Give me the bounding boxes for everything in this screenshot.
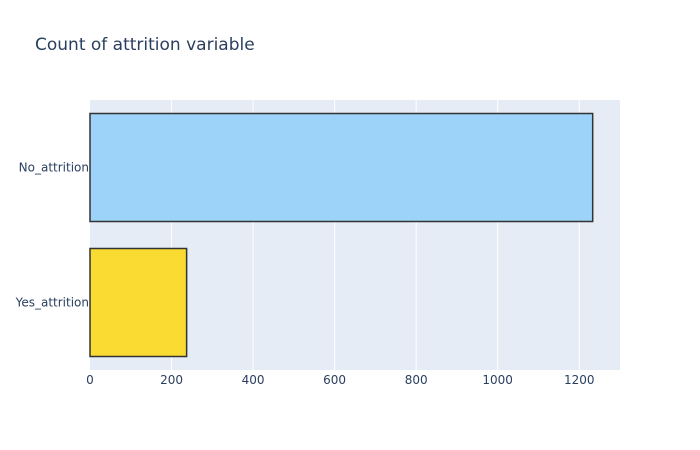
bar-yes-attrition: [89, 247, 188, 358]
x-tick-label: 600: [323, 373, 346, 387]
y-tick-label: No_attrition: [19, 161, 89, 175]
x-tick-label: 200: [160, 373, 183, 387]
bars: [89, 112, 594, 358]
x-axis-tick-labels: 0 200 400 600 800 1000 1200: [86, 373, 594, 387]
x-tick-label: 800: [405, 373, 428, 387]
x-tick-label: 0: [86, 373, 94, 387]
y-tick-label: Yes_attrition: [15, 296, 89, 310]
x-tick-label: 1000: [482, 373, 513, 387]
x-tick-label: 400: [242, 373, 265, 387]
y-axis-tick-labels: No_attrition Yes_attrition: [15, 161, 89, 310]
x-tick-label: 1200: [564, 373, 595, 387]
chart-title: Count of attrition variable: [35, 35, 255, 55]
bar-no-attrition: [89, 112, 594, 223]
